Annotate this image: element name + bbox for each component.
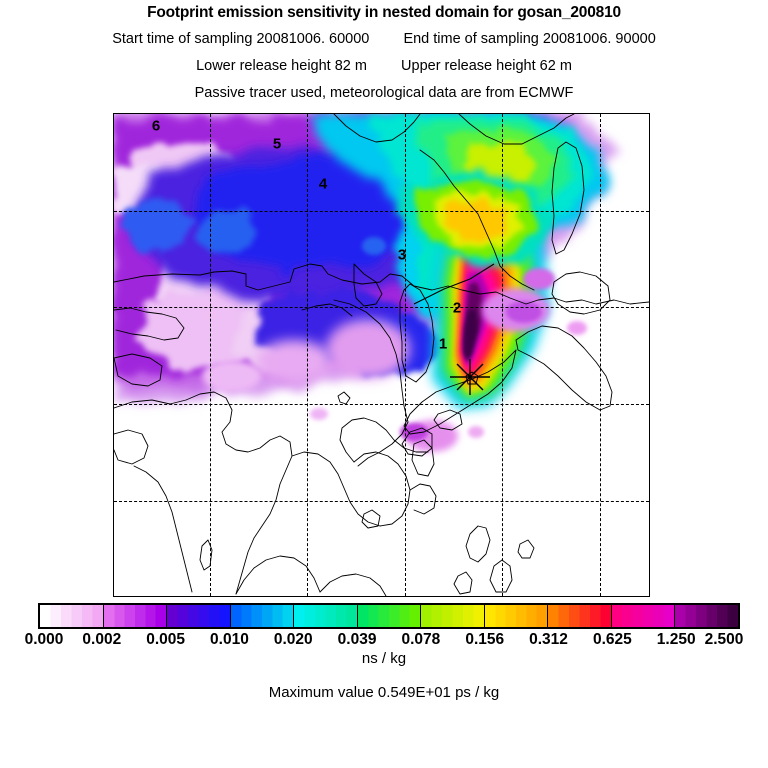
colorbar-container <box>38 603 740 629</box>
gridline-vertical <box>600 114 601 596</box>
colorbar-segment <box>357 605 422 627</box>
gridline-horizontal <box>114 501 649 502</box>
colorbar-tick-0: 0.000 <box>24 631 64 648</box>
colorbar-tick-11: 2.500 <box>704 631 744 648</box>
colorbar-tick-1: 0.002 <box>82 631 122 648</box>
colorbar[interactable] <box>38 603 740 629</box>
footprint-concentration-field <box>114 114 614 452</box>
colorbar-tick-7: 0.156 <box>465 631 505 648</box>
trajectory-label-5: 5 <box>272 135 282 153</box>
plume-secondary-patches <box>202 237 587 452</box>
colorbar-segment <box>230 605 295 627</box>
map-gridlines <box>114 114 649 596</box>
colorbar-segment <box>484 605 549 627</box>
gridline-vertical <box>210 114 211 596</box>
colorbar-tick-5: 0.039 <box>337 631 377 648</box>
colorbar-segment <box>421 605 485 627</box>
map-plot-area: 6 5 4 3 2 1 <box>113 113 650 597</box>
gridline-horizontal <box>114 211 649 212</box>
page-title: Footprint emission sensitivity in nested… <box>147 4 621 21</box>
gridline-vertical <box>502 114 503 596</box>
plume-upper-jet-bend <box>396 172 554 266</box>
end-time-label: End time of sampling 20081006. 90000 <box>403 31 656 47</box>
trajectory-label-1: 1 <box>438 335 448 353</box>
trajectory-label-6: 6 <box>151 117 161 135</box>
colorbar-segment <box>103 605 168 627</box>
colorbar-segment <box>611 605 676 627</box>
colorbar-segment <box>294 605 358 627</box>
coastline-overlay <box>114 114 649 596</box>
colorbar-segment <box>675 605 739 627</box>
lower-release-height-label: Lower release height 82 m <box>196 58 367 74</box>
gridline-horizontal <box>114 404 649 405</box>
colorbar-unit-label: ns / kg <box>361 650 407 667</box>
gridline-horizontal <box>114 307 649 308</box>
tracer-note: Passive tracer used, meteorological data… <box>194 85 574 101</box>
trajectory-label-4: 4 <box>318 175 328 193</box>
trajectory-label-2: 2 <box>452 299 462 317</box>
colorbar-tick-9: 0.625 <box>592 631 632 648</box>
gridline-vertical <box>307 114 308 596</box>
start-time-label: Start time of sampling 20081006. 60000 <box>112 31 370 47</box>
colorbar-segment <box>167 605 231 627</box>
colorbar-tick-4: 0.020 <box>273 631 313 648</box>
trajectory-label-3: 3 <box>397 246 407 264</box>
trajectory-day-labels: 6 5 4 3 2 1 <box>114 114 649 596</box>
colorbar-tick-labels: 0.000 0.002 0.005 0.010 0.020 0.039 0.078 0.156… <box>0 631 768 653</box>
colorbar-segment <box>40 605 104 627</box>
maximum-value-label: Maximum value 0.549E+01 ps / kg <box>268 684 500 701</box>
release-site-marker <box>413 263 495 395</box>
colorbar-segment <box>548 605 612 627</box>
sampling-time-row: Start time of sampling 20081006. 60000 E… <box>0 31 768 47</box>
colorbar-tick-8: 0.312 <box>529 631 568 648</box>
gridline-vertical <box>405 114 406 596</box>
release-height-row: Lower release height 82 m Upper release … <box>0 58 768 74</box>
colorbar-tick-10: 1.250 <box>656 631 696 648</box>
colorbar-tick-3: 0.010 <box>210 631 249 648</box>
upper-release-height-label: Upper release height 62 m <box>401 58 572 74</box>
colorbar-tick-2: 0.005 <box>146 631 186 648</box>
colorbar-tick-6: 0.078 <box>401 631 441 648</box>
